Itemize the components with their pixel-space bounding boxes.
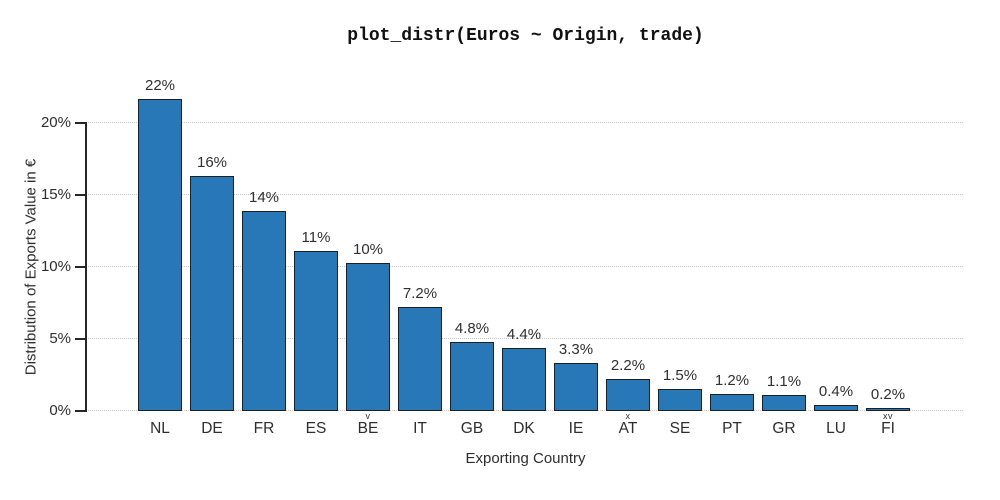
x-tick-label: GB <box>460 420 484 437</box>
bar <box>398 307 442 411</box>
x-tick-label: ES <box>305 420 327 437</box>
x-tick-label: LU <box>826 420 846 437</box>
y-axis-line <box>85 122 87 412</box>
bar <box>866 408 910 411</box>
bar-value-label: 1.2% <box>714 371 750 389</box>
y-axis-tick <box>75 410 86 412</box>
bar <box>606 379 650 411</box>
index-mark: x <box>625 411 631 421</box>
bar-value-label: 2.2% <box>610 357 646 375</box>
index-mark: v <box>365 411 371 421</box>
x-tick-label: DK <box>513 420 535 437</box>
bar-value-label: 1.5% <box>662 367 698 385</box>
x-tick-label: AT <box>618 420 638 437</box>
bar-value-label: 4.4% <box>506 325 542 343</box>
bar-value-label: 0.2% <box>870 386 906 404</box>
chart-title: plot_distr(Euros ~ Origin, trade) <box>347 26 704 46</box>
bar-value-label: 10% <box>352 240 384 258</box>
bar <box>658 389 702 411</box>
y-tick-label: 0% <box>49 402 71 419</box>
bar-value-label: 16% <box>196 154 228 172</box>
bar <box>294 251 338 411</box>
bar-value-label: 7.2% <box>402 285 438 303</box>
x-tick-label: FI <box>881 420 895 437</box>
y-axis-tick <box>75 338 86 340</box>
x-tick-label: NL <box>150 420 170 437</box>
bar <box>346 262 390 411</box>
y-gridline <box>88 122 963 123</box>
bar <box>450 341 494 411</box>
bar-value-label: 1.1% <box>766 373 802 391</box>
bar <box>710 393 754 411</box>
y-axis-tick <box>75 194 86 196</box>
x-tick-label: IE <box>568 420 584 437</box>
y-axis-tick <box>75 122 86 124</box>
bar <box>554 363 598 411</box>
x-tick-label: FR <box>253 420 275 437</box>
bar <box>814 405 858 411</box>
index-mark: xv <box>883 411 893 421</box>
x-tick-label: IT <box>413 420 427 437</box>
bar-value-label: 4.8% <box>454 319 490 337</box>
x-tick-label: DE <box>201 420 223 437</box>
bar-value-label: 22% <box>144 76 176 94</box>
x-tick-label: GR <box>772 420 796 437</box>
y-tick-label: 10% <box>40 258 71 275</box>
bar-value-label: 11% <box>301 229 331 247</box>
x-tick-label: PT <box>722 420 742 437</box>
y-gridline <box>88 266 963 267</box>
y-axis-tick <box>75 266 86 268</box>
bar <box>762 395 806 411</box>
x-tick-label: BE <box>357 420 379 437</box>
y-gridline <box>88 194 963 195</box>
x-tick-label: SE <box>669 420 691 437</box>
bar-value-label: 0.4% <box>818 383 854 401</box>
y-tick-label: 15% <box>40 186 71 203</box>
bar <box>502 347 546 411</box>
y-tick-label: 5% <box>49 330 71 347</box>
x-axis-title: Exporting Country <box>465 450 586 467</box>
bar <box>138 98 182 411</box>
bar <box>242 210 286 411</box>
y-gridline <box>88 338 963 339</box>
bar-value-label: 14% <box>248 188 280 206</box>
bar <box>190 176 234 411</box>
bar-value-label: 3.3% <box>558 341 594 359</box>
y-tick-label: 20% <box>40 114 71 131</box>
